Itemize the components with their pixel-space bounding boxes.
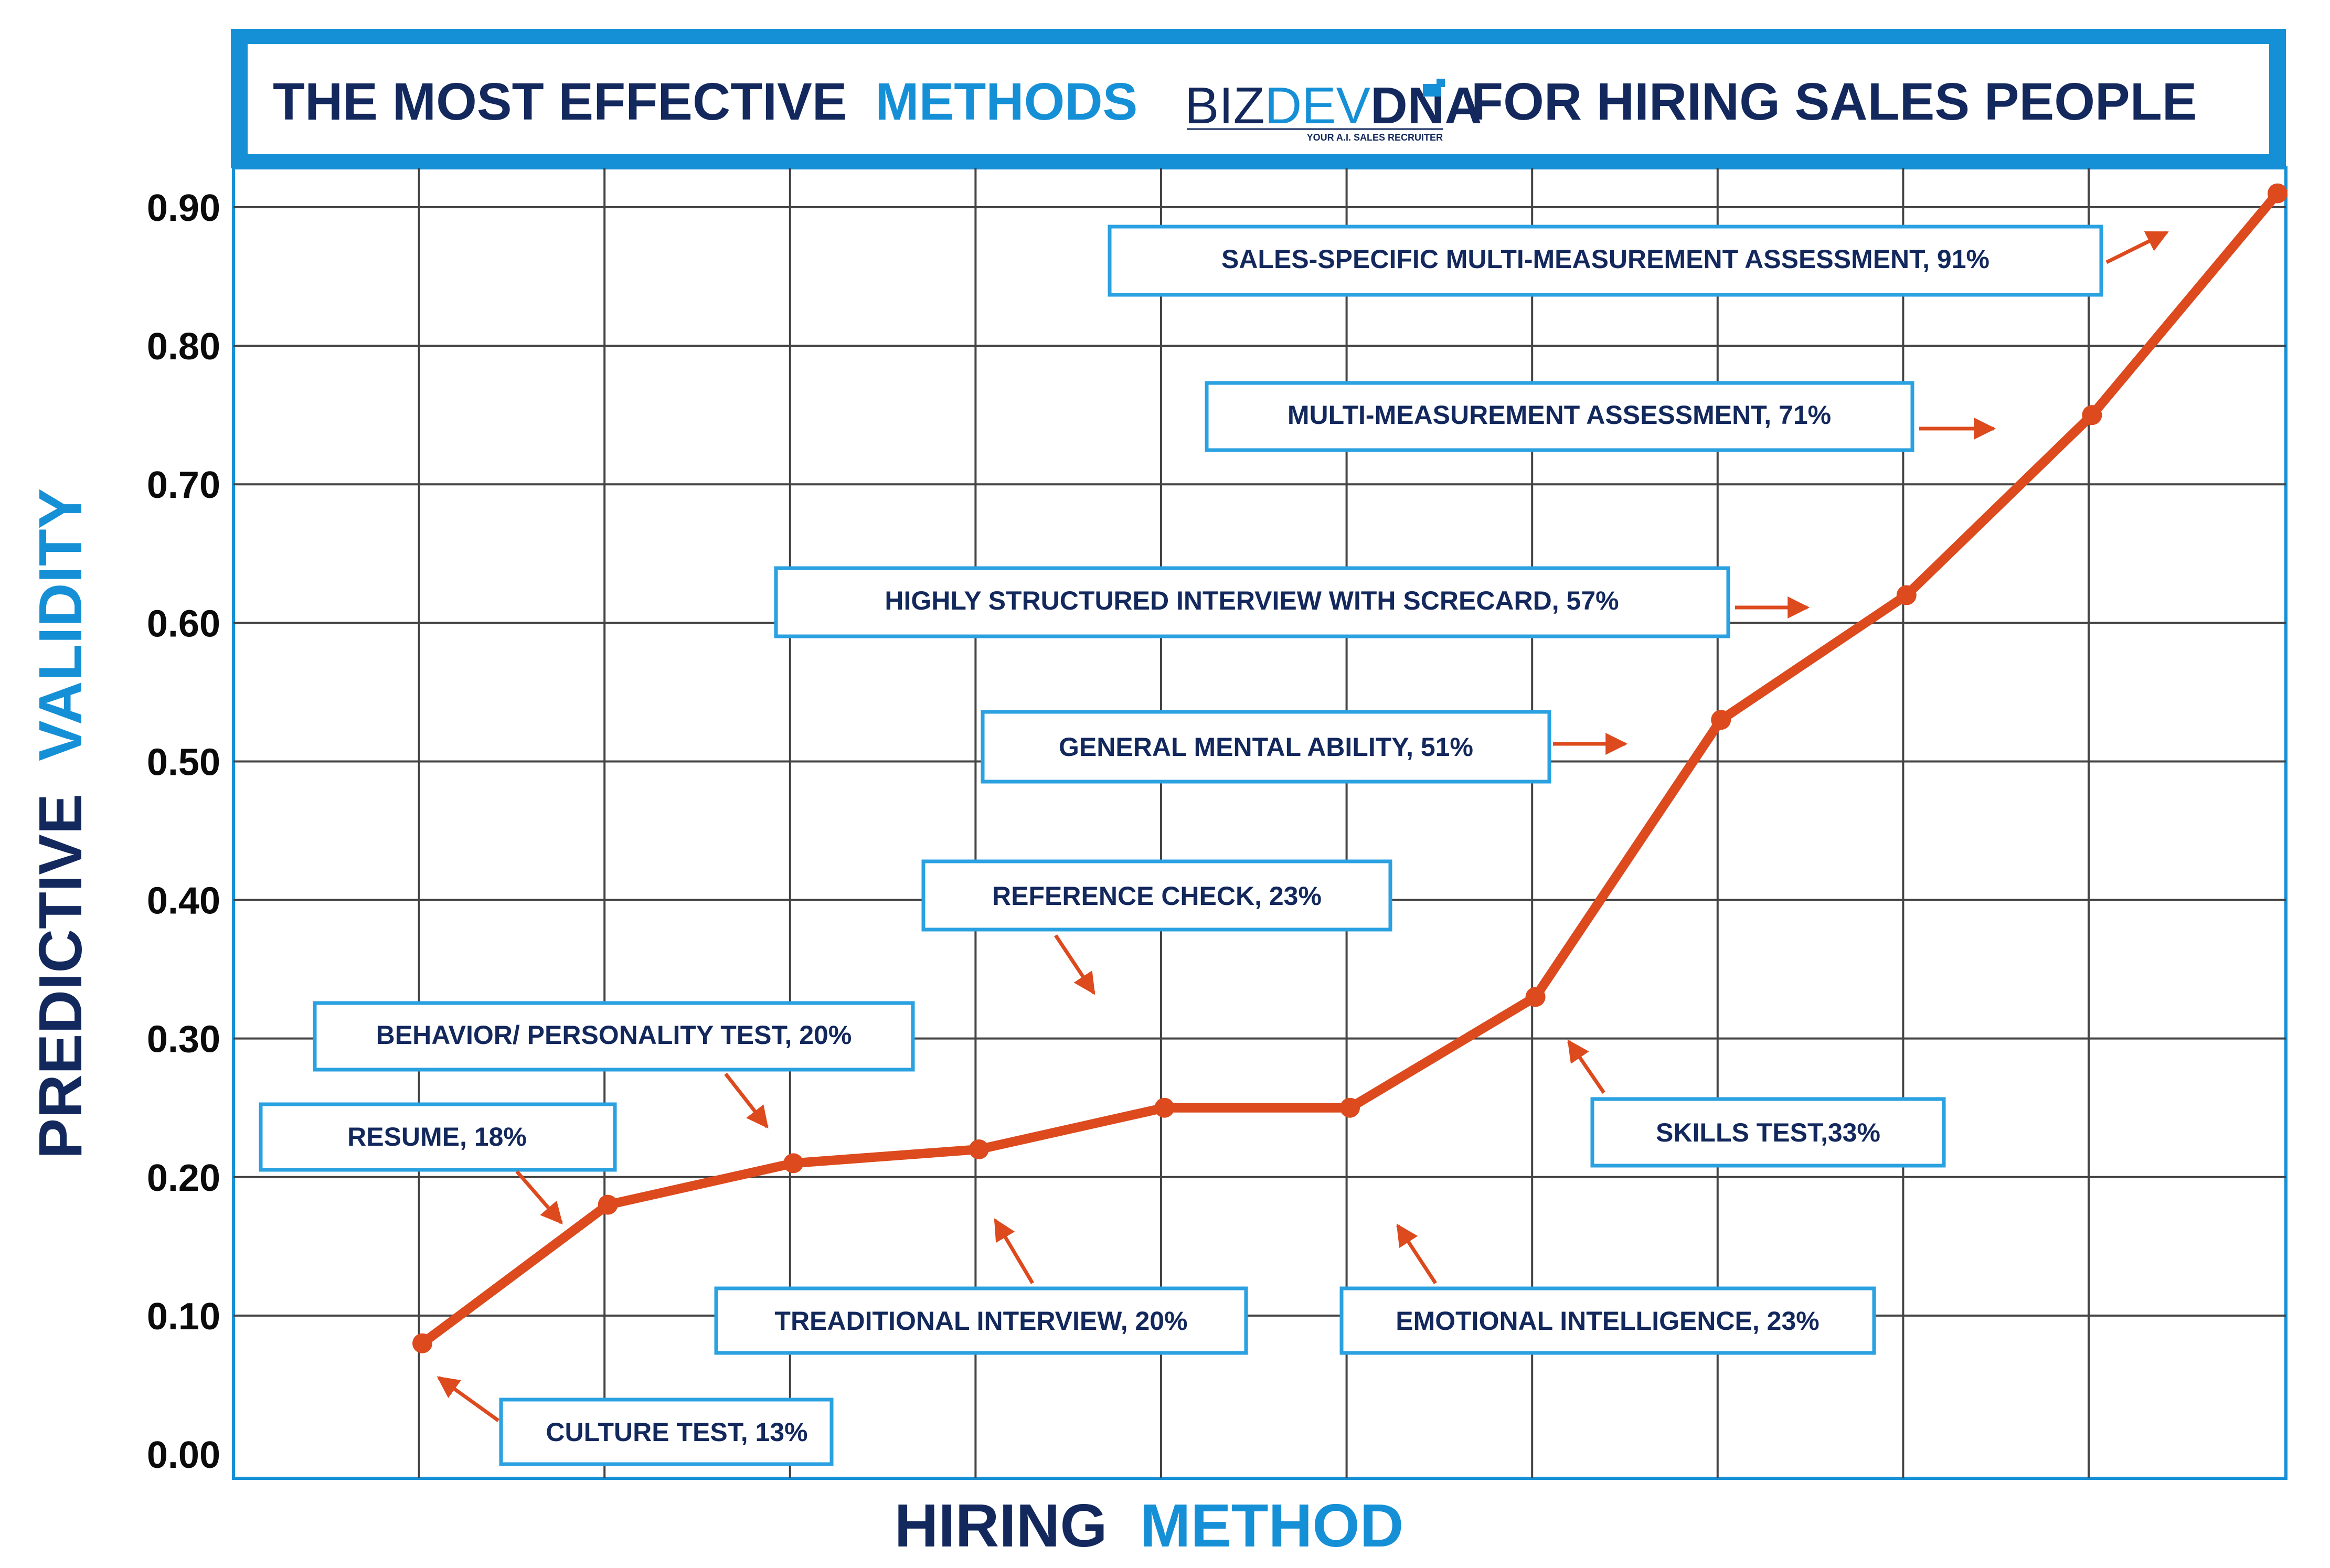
annotation-box: [1108, 225, 2103, 297]
grid-vertical: [418, 168, 2090, 1478]
logo-tagline: YOUR A.I. SALES RECRUITER: [1307, 132, 1443, 143]
data-point: [1340, 1097, 1360, 1118]
y-tick-label: 0.20: [147, 1157, 220, 1199]
annotation-box: [1339, 1286, 1876, 1355]
x-axis-title-part2: METHOD: [1140, 1491, 1404, 1560]
annotation-box: [499, 1398, 834, 1466]
y-tick-label: 0.30: [147, 1019, 220, 1061]
chart-title: THE MOST EFFECTIVE METHODS: [273, 72, 1137, 131]
annotation: BEHAVIOR/ PERSONALITY TEST, 20%: [313, 1001, 915, 1129]
y-tick-label: 0.10: [147, 1296, 220, 1338]
annotations: CULTURE TEST, 13% RESUME, 18% BEHAVIOR/ PE…: [259, 225, 2169, 1466]
data-point: [969, 1139, 989, 1159]
annotation: TREADITIONAL INTERVIEW, 20%: [714, 1218, 1248, 1355]
annotation: SALES-SPECIFIC MULTI-MEASUREMENT ASSESSM…: [1108, 225, 2169, 297]
logo-wordmark: BIZDEVDNA: [1185, 77, 1482, 134]
title-part3: FOR HIRING SALES PEOPLE: [1471, 72, 2197, 131]
logo: BIZDEVDNA YOUR A.I. SALES RECRUITER: [1185, 77, 1482, 143]
y-tick-label: 0.40: [147, 880, 220, 922]
data-point: [1896, 585, 1917, 605]
y-tick-label: 0.50: [147, 741, 220, 783]
y-axis-title: PREDICTIVE VALIDITY: [26, 488, 94, 1159]
annotation-label: EMOTIONAL INTELLIGENCE, 23%: [1396, 1306, 1820, 1336]
annotation: CULTURE TEST, 13%: [437, 1376, 834, 1466]
title-part2: METHODS: [875, 72, 1137, 131]
data-point: [1711, 710, 1731, 730]
title-part1: THE MOST EFFECTIVE: [273, 72, 847, 131]
x-axis-title: HIRING METHOD: [895, 1491, 1404, 1560]
annotation-label: TREADITIONAL INTERVIEW, 20%: [774, 1306, 1187, 1336]
title-banner-inner: [246, 42, 2271, 156]
plot-area: 0.00 0.10 0.20 0.30 0.40 0.50 0.60 0.70 0.80 0.90…: [147, 166, 2288, 1480]
data-point: [598, 1194, 618, 1215]
y-tick-label: 0.90: [147, 187, 220, 229]
annotation: REFERENCE CHECK, 23%: [921, 859, 1392, 995]
series-points: [412, 183, 2288, 1353]
logo-word-biz: BIZ: [1185, 77, 1264, 134]
annotation: MULTI-MEASUREMENT ASSESSMENT, 71%: [1205, 381, 1996, 452]
annotation-arrow-icon: [993, 1218, 1035, 1284]
annotation: EMOTIONAL INTELLIGENCE, 23%: [1339, 1223, 1876, 1355]
annotation: HIGHLY STRUCTURED INTERVIEW WITH SCRECAR…: [774, 566, 1810, 638]
annotation: GENERAL MENTAL ABILITY, 51%: [981, 710, 1628, 784]
annotation-label: REFERENCE CHECK, 23%: [992, 881, 1322, 911]
annotation-arrow-icon: [1396, 1223, 1437, 1284]
title-banner: THE MOST EFFECTIVE METHODS BIZDEVDNA YOU…: [231, 29, 2286, 168]
annotation-box: [1205, 381, 1914, 452]
annotation-arrow-icon: [515, 1170, 563, 1225]
annotation-label: BEHAVIOR/ PERSONALITY TEST, 20%: [376, 1020, 852, 1050]
annotation-label: SKILLS TEST,33%: [1656, 1118, 1880, 1147]
data-point: [2268, 183, 2288, 204]
data-point: [1525, 987, 1546, 1007]
annotation-arrow-icon: [724, 1072, 769, 1129]
annotation-arrow-icon: [2105, 230, 2169, 264]
y-tick-labels: 0.00 0.10 0.20 0.30 0.40 0.50 0.60 0.70 0.80 0.90: [147, 187, 220, 1476]
annotation-box: [921, 859, 1392, 932]
annotation-label: HIGHLY STRUCTURED INTERVIEW WITH SCRECAR…: [885, 586, 1619, 615]
data-point: [1154, 1097, 1175, 1118]
annotation-label: MULTI-MEASUREMENT ASSESSMENT, 71%: [1288, 400, 1831, 430]
data-point: [783, 1153, 804, 1174]
annotation-label: CULTURE TEST, 13%: [546, 1417, 807, 1447]
data-point: [412, 1333, 432, 1353]
annotation-box: [981, 710, 1551, 784]
annotation-arrow-icon: [1054, 934, 1095, 995]
annotation-box: [259, 1102, 617, 1172]
x-axis-title-part1: HIRING: [895, 1491, 1108, 1560]
annotation-label: RESUME, 18%: [347, 1122, 527, 1151]
annotation-box: [1590, 1097, 1946, 1168]
logo-mark-icon: [1423, 79, 1445, 97]
annotation-box: [714, 1286, 1248, 1355]
y-tick-label: 0.60: [147, 603, 220, 645]
y-tick-label: 0.00: [147, 1434, 220, 1476]
logo-word-dev: DEV: [1264, 77, 1370, 134]
y-axis-title-part2: VALIDITY: [26, 488, 94, 761]
annotation-arrow-icon: [437, 1376, 500, 1422]
plot-border: [232, 166, 2288, 1480]
annotation-label: GENERAL MENTAL ABILITY, 51%: [1059, 732, 1473, 762]
annotation-box: [313, 1001, 915, 1072]
annotation: SKILLS TEST,33%: [1567, 1039, 1946, 1168]
annotation-label: SALES-SPECIFIC MULTI-MEASUREMENT ASSESSM…: [1221, 244, 1989, 274]
y-tick-label: 0.70: [147, 464, 220, 506]
annotation-box: [774, 566, 1730, 638]
data-point: [2082, 405, 2102, 425]
annotation: RESUME, 18%: [259, 1102, 617, 1225]
annotation-arrow-icon: [1567, 1039, 1605, 1094]
y-tick-label: 0.80: [147, 326, 220, 368]
y-axis-title-part1: PREDICTIVE: [26, 794, 94, 1159]
